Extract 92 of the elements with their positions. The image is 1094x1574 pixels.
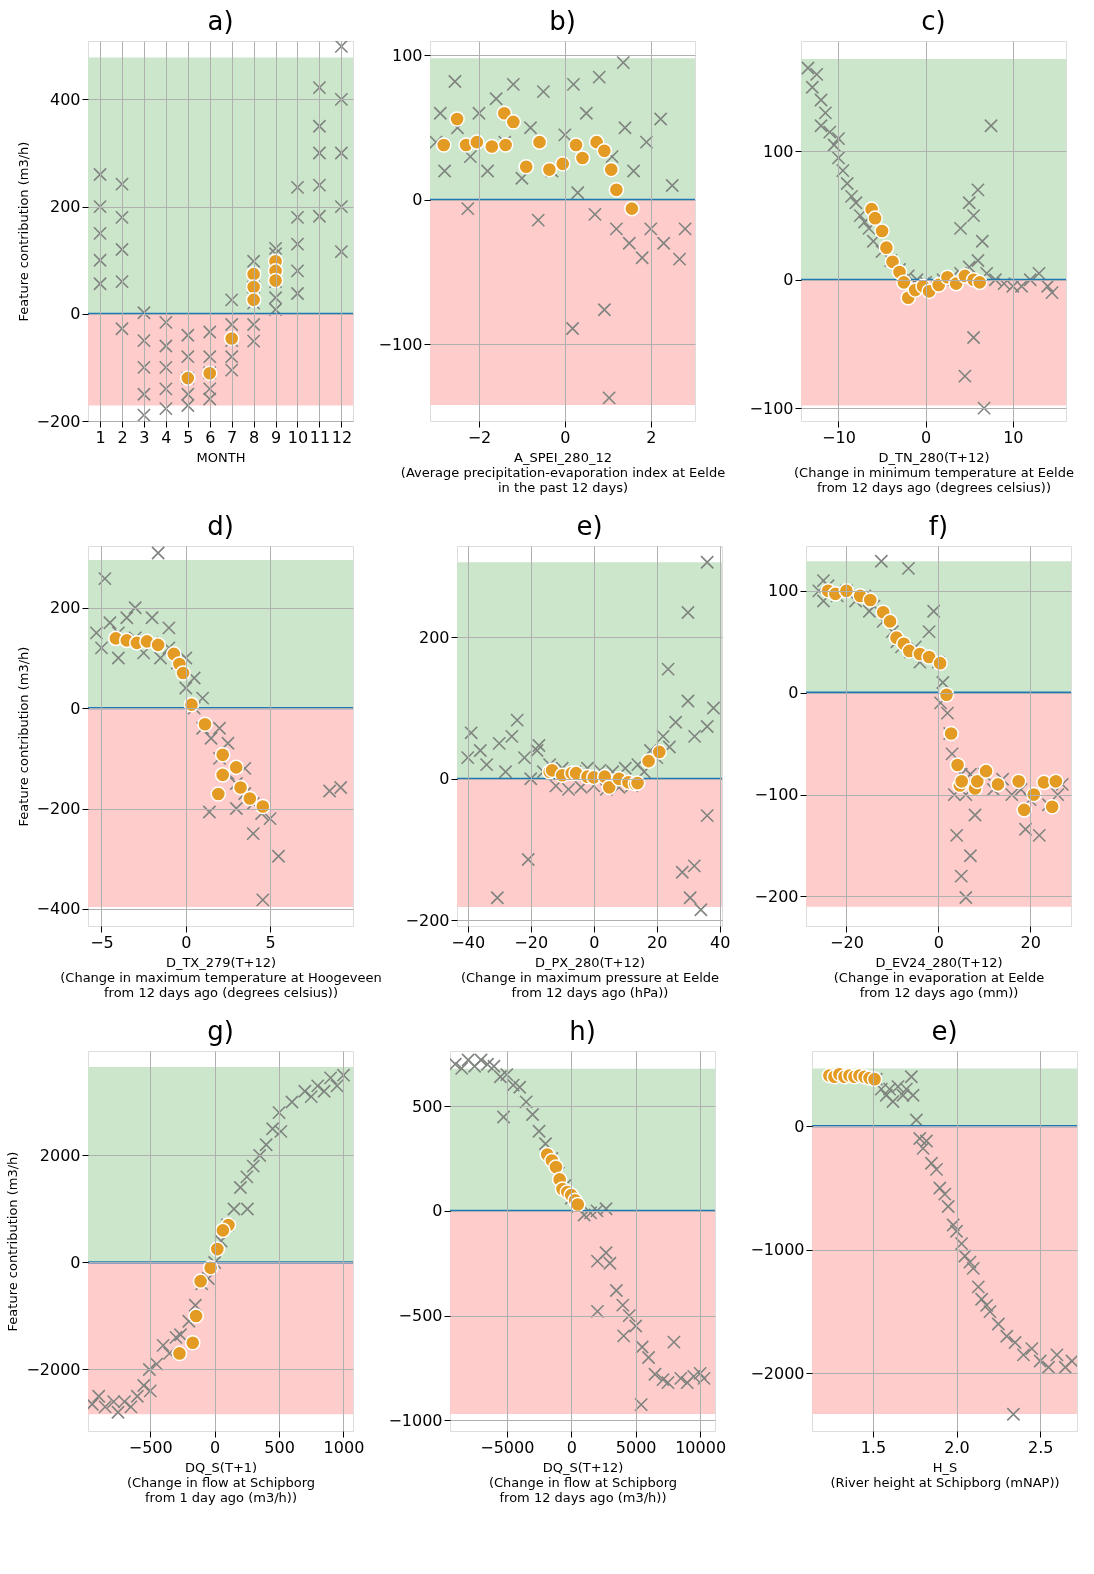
x-axis-title: D_TN_280(T+12) (Change in minimum temperature at Eelde from 12 days ago (degrees celsius)) [794,449,1074,495]
y-tick-label: 0 [439,769,450,789]
x-tick-label: 20 [647,932,668,952]
y-tick-label: −500 [398,1306,443,1326]
x-tick-label: 0 [210,1437,221,1457]
y-tick-label: 0 [783,270,794,290]
x-tick-label: −2 [467,427,492,447]
y-tick-label: −200 [36,799,81,819]
x-tick-label: 0 [566,1437,577,1457]
y-tick-label: 0 [70,304,81,324]
x-tick-label: 0 [589,932,600,952]
x-axis-title: MONTH [196,449,246,465]
y-tick-label: 400 [49,89,81,109]
y-tick-label: 200 [49,598,81,618]
x-tick-label: 0 [921,427,932,447]
chart-title: e) [931,1016,958,1046]
chart-title: e) [576,511,603,541]
x-tick-label: 2 [646,427,657,447]
x-tick-label: 1 [95,427,106,447]
x-tick-label: 0 [560,427,571,447]
y-tick-label: 100 [391,45,423,65]
x-tick-label: 5 [265,932,276,952]
y-tick-label: 0 [70,1252,81,1272]
y-tick-label: 0 [794,1116,805,1136]
x-axis-title: D_TX_279(T+12) (Change in maximum temperature at Hoogeveen from 12 days ago (degrees celsius)) [60,954,382,1000]
x-axis-title: D_EV24_280(T+12) (Change in evaporation at Eelde from 12 days ago (mm)) [833,954,1045,1000]
x-tick-label: 3 [139,427,150,447]
x-tick-label: 500 [264,1437,295,1457]
y-tick-label: −1000 [388,1410,443,1430]
y-tick-label: −2000 [750,1363,805,1383]
x-tick-label: 10 [1003,427,1024,447]
y-tick-label: −1000 [750,1240,805,1260]
y-tick-label: −200 [754,886,799,906]
y-tick-label: 200 [418,627,450,647]
x-tick-label: 40 [710,932,731,952]
y-tick-label: −100 [749,398,794,418]
x-tick-label: −5000 [480,1437,535,1457]
x-tick-label: 20 [1020,932,1041,952]
x-tick-label: 1000 [323,1437,365,1457]
y-tick-label: 0 [412,190,423,210]
y-tick-label: −400 [36,899,81,919]
x-tick-label: 1.5 [860,1437,887,1457]
x-tick-label: 6 [205,427,216,447]
x-tick-label: 2.5 [1027,1437,1054,1457]
y-tick-label: −100 [378,334,423,354]
x-axis-title: DQ_S(T+1) (Change in flow at Schipborg from 1 day ago (m3/h)) [126,1459,316,1505]
chart-title: c) [921,6,946,36]
y-tick-label: −100 [754,785,799,805]
y-tick-label: 500 [411,1096,443,1116]
y-tick-label: 0 [788,683,799,703]
x-tick-label: 5000 [615,1437,657,1457]
y-axis-title: Feature contribution (m3/h) [15,646,31,827]
chart-title: a) [207,6,234,36]
x-axis-title: A_SPEI_280_12 (Average precipitation-evaporation index at Eelde in the past 12 days) [400,449,726,495]
x-tick-label: −10 [822,427,856,447]
chart-title: f) [928,511,949,541]
x-tick-label: 0 [933,932,944,952]
x-tick-label: 2.0 [944,1437,970,1457]
chart-title: d) [207,511,234,541]
y-axis-title: Feature contribution (m3/h) [15,141,31,322]
x-tick-label: 4 [161,427,172,447]
x-axis-title: DQ_S(T+12) (Change in flow at Schipborg from 12 days ago (m3/h)) [488,1459,678,1505]
x-tick-label: 9 [270,427,282,447]
x-tick-label: −40 [451,932,486,952]
x-tick-label: 2 [117,427,128,447]
x-tick-label: 7 [227,427,238,447]
x-tick-label: −20 [514,932,549,952]
y-tick-label: 0 [432,1201,443,1221]
x-tick-label: 11 [309,427,331,447]
x-tick-label: 5 [183,427,194,447]
y-tick-label: 100 [762,141,794,161]
x-tick-label: 10000 [675,1437,727,1457]
x-axis-title: D_PX_280(T+12) (Change in maximum pressure at Eelde from 12 days ago (hPa)) [460,954,720,1000]
x-tick-label: −500 [128,1437,173,1457]
y-tick-label: −200 [405,910,450,930]
x-tick-label: −20 [830,932,864,952]
chart-title: b) [549,6,576,36]
x-axis-title: H_S (River height at Schipborg (mNAP)) [830,1459,1060,1490]
x-tick-label: 8 [249,427,260,447]
x-tick-label: 10 [287,427,309,447]
chart-title: g) [207,1016,234,1046]
y-tick-label: −200 [36,411,81,431]
chart-title: h) [569,1016,596,1046]
y-tick-label: 200 [49,197,81,217]
y-tick-label: 100 [767,581,799,601]
y-tick-label: −2000 [26,1359,81,1379]
x-tick-label: 12 [331,427,353,447]
y-axis-title: Feature contribution (m3/h) [5,1151,21,1332]
x-tick-label: −5 [90,932,114,952]
x-tick-label: 0 [181,932,192,952]
y-tick-label: 0 [70,698,81,718]
y-tick-label: 2000 [39,1145,81,1165]
